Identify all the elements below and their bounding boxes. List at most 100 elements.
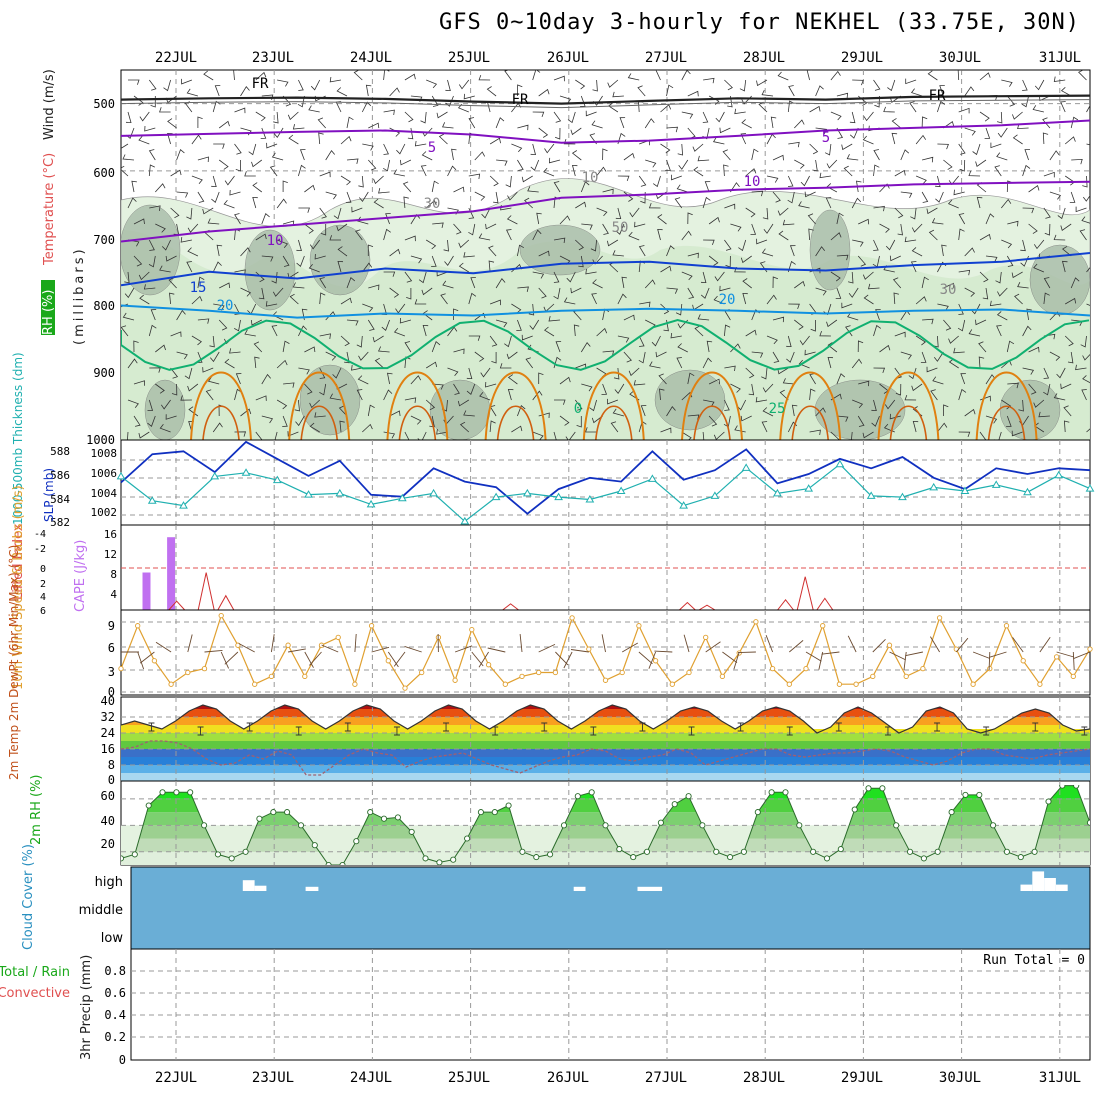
wind-barb — [660, 427, 672, 434]
wind-barb — [447, 367, 459, 377]
isotherms: FR FR FR 5 5 10 10 15 20 20 25 0 30 30 50 10 — [121, 76, 1090, 440]
wind-barb — [873, 79, 881, 91]
wind-barb — [553, 75, 565, 82]
wind-barb — [1042, 132, 1049, 145]
wind-barb — [532, 271, 545, 279]
wind-barb — [681, 111, 694, 119]
wind-speed-point — [368, 623, 375, 629]
wind-barb — [329, 76, 342, 83]
minmax-marker — [148, 722, 155, 732]
wind-barb — [234, 213, 241, 225]
wind-barb — [187, 383, 199, 392]
wind-barb — [719, 285, 731, 292]
wind-barb — [404, 397, 417, 403]
surface-wind-barb — [621, 642, 639, 653]
wind-barb — [943, 319, 952, 331]
bottom-day-label: 24JUL — [350, 1070, 392, 1086]
wind-barb — [1020, 239, 1026, 252]
wind-barb — [800, 175, 810, 187]
wind-barb — [575, 239, 584, 251]
rh-point — [201, 822, 208, 829]
wind-barb — [138, 271, 150, 281]
bottom-day-label: 22JUL — [155, 1070, 197, 1086]
wind-barb — [383, 143, 390, 155]
wind-barb — [852, 399, 864, 409]
wind-barb — [739, 79, 747, 92]
rh-point — [394, 814, 401, 821]
rh-point — [1073, 785, 1080, 789]
wind-tick-label: 6 — [108, 641, 115, 655]
wind-barb — [1081, 216, 1090, 224]
wind-barb — [406, 288, 412, 300]
wind-barb — [356, 335, 363, 348]
wind-barb — [681, 70, 691, 81]
wind-barb — [727, 95, 733, 108]
wind-barb — [260, 127, 267, 139]
wind-barb — [169, 292, 175, 305]
wind-speed-point — [285, 642, 291, 648]
wind-barb — [176, 149, 185, 161]
wind-barb — [1014, 293, 1023, 305]
wind-barb — [959, 159, 966, 172]
wind-barb — [553, 111, 562, 123]
wind-barb — [148, 164, 155, 177]
wind-barb — [990, 142, 1002, 149]
wind-barb — [997, 127, 1008, 138]
surface-wind-barb — [989, 651, 1007, 658]
wind-barb — [121, 143, 129, 149]
wind-barb — [272, 287, 284, 297]
wind-barb — [873, 239, 879, 251]
wind-barb — [527, 186, 539, 193]
wind-barb — [358, 191, 369, 202]
temp-axis-label: Temperature (°C) — [42, 153, 57, 266]
li-tick-label: -2 — [34, 544, 46, 555]
surface-wind-barb — [722, 651, 738, 663]
wind-barb — [224, 175, 235, 186]
wind-barb — [827, 356, 834, 369]
wind-barb — [985, 415, 998, 424]
wind-barb — [610, 421, 619, 433]
wind-barb — [176, 309, 186, 321]
wind-speed-point — [302, 673, 308, 680]
rh-point — [121, 855, 125, 862]
wind-barb — [621, 276, 627, 289]
wind-barb — [495, 319, 508, 328]
wind-barb — [617, 335, 630, 343]
wind-barb — [127, 358, 138, 369]
wind-speed-point — [970, 681, 976, 687]
wind-barb — [191, 175, 203, 185]
wind-barb — [176, 191, 189, 198]
wind-barb — [830, 111, 842, 121]
wind-barb — [964, 127, 976, 136]
wind-barb — [532, 390, 543, 401]
thickness-point — [304, 490, 313, 498]
wind-barb — [1056, 367, 1066, 379]
wind-barb — [298, 207, 310, 213]
wind-speed-point — [719, 673, 726, 680]
wind-barb — [517, 124, 529, 131]
wind-barb — [1049, 191, 1062, 200]
wind-barb — [958, 269, 971, 276]
wind-barb — [993, 431, 1002, 440]
minmax-marker — [541, 722, 548, 732]
wind-barb — [133, 95, 144, 106]
minmax-marker — [835, 722, 842, 732]
wind-barb — [138, 135, 150, 145]
wind-barb — [1070, 277, 1080, 289]
wind-barb — [431, 341, 441, 353]
wind-barb — [234, 143, 242, 155]
wind-barb — [163, 79, 171, 92]
thickness-point — [116, 471, 126, 480]
bottom-day-label: 27JUL — [645, 1070, 687, 1086]
isotherm-30-arc — [582, 371, 645, 440]
thickness-point — [773, 488, 782, 497]
wind-barb — [1028, 185, 1040, 193]
wind-barb — [858, 380, 870, 387]
precip-tick-label: 0.8 — [104, 964, 126, 978]
wind-speed-point — [1087, 646, 1093, 652]
wind-speed-point — [1037, 681, 1043, 687]
pressure-tick-label: 700 — [93, 233, 115, 247]
wind-barb — [356, 389, 363, 401]
thickness-point — [179, 501, 188, 509]
surface-wind-barb — [1073, 651, 1091, 660]
